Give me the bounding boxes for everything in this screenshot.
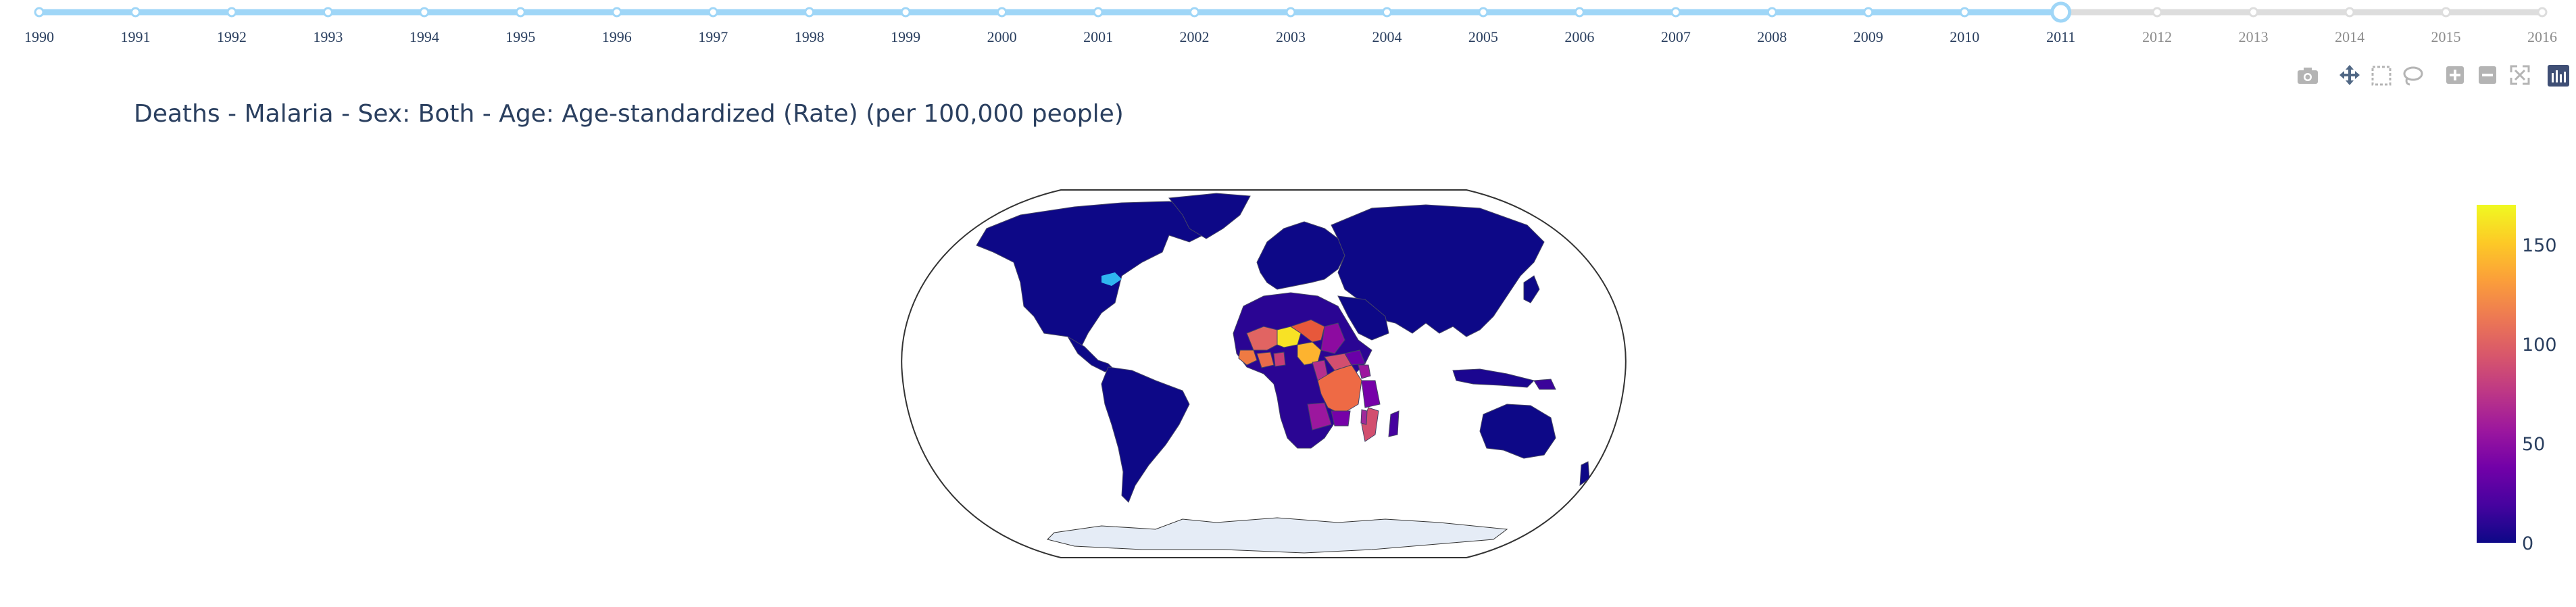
region-chad[interactable]	[1320, 322, 1345, 354]
slider-step-1998[interactable]	[804, 7, 815, 18]
slider-tick-label[interactable]: 1998	[795, 28, 824, 45]
plotly-logo-icon[interactable]	[2548, 65, 2569, 87]
region-tanzania[interactable]	[1361, 380, 1381, 408]
region-guinea[interactable]	[1238, 349, 1258, 366]
region-japan[interactable]	[1523, 275, 1540, 304]
great-lakes	[1101, 272, 1122, 286]
box-select-icon[interactable]	[2371, 66, 2392, 86]
slider-step-2012[interactable]	[2152, 7, 2162, 18]
region-indonesia[interactable]	[1452, 368, 1535, 388]
slider-tick-label[interactable]: 1999	[891, 28, 920, 45]
slider-tick-label[interactable]: 1994	[410, 28, 439, 45]
slider-tick-label[interactable]: 2007	[1661, 28, 1691, 45]
region-madagascar[interactable]	[1388, 410, 1400, 437]
region-zambia[interactable]	[1331, 410, 1351, 427]
year-slider[interactable]: 1990 1991 1992 1993 1994 1995 1996 1997 1998 1999…	[0, 0, 2576, 54]
region-new-zealand[interactable]	[1579, 461, 1590, 487]
chart-title: Deaths - Malaria - Sex: Both - Age: Age-…	[134, 100, 1124, 128]
slider-step-2005[interactable]	[1478, 7, 1489, 18]
colorbar-tick-label: 100	[2522, 335, 2557, 356]
slider-tick-label[interactable]: 2010	[1950, 28, 1979, 45]
slider-tick-label[interactable]: 2004	[1372, 28, 1402, 45]
slider-tick-label[interactable]: 1995	[505, 28, 535, 45]
slider-tick-label[interactable]: 2001	[1083, 28, 1113, 45]
slider-tick-label[interactable]: 2003	[1276, 28, 1306, 45]
slider-tick-label[interactable]: 2015	[2431, 28, 2461, 45]
slider-step-2004[interactable]	[1381, 7, 1392, 18]
slider-tick-label[interactable]: 1993	[313, 28, 343, 45]
colorbar: 0 50 100 150	[2477, 205, 2557, 553]
slider-step-1996[interactable]	[612, 7, 622, 18]
slider-step-2001[interactable]	[1093, 7, 1104, 18]
choropleth-map[interactable]	[899, 188, 1629, 560]
camera-icon[interactable]	[2298, 68, 2318, 84]
region-europe[interactable]	[1256, 221, 1345, 290]
slider-tick-label[interactable]: 2002	[1180, 28, 1210, 45]
colorbar-tick-label: 0	[2522, 533, 2533, 553]
slider-step-1992[interactable]	[226, 7, 237, 18]
slider-tick-label[interactable]: 2006	[1564, 28, 1594, 45]
region-south-sudan[interactable]	[1344, 349, 1366, 366]
colorbar-gradient	[2477, 205, 2516, 543]
slider-step-2014[interactable]	[2344, 7, 2355, 18]
slider-tick-label[interactable]: 2014	[2335, 28, 2364, 45]
region-south-america[interactable]	[1101, 366, 1190, 503]
slider-step-2000[interactable]	[997, 7, 1008, 18]
slider-tick-label[interactable]: 2009	[1854, 28, 1883, 45]
slider-step-2009[interactable]	[1863, 7, 1874, 18]
slider-tick-label[interactable]: 2012	[2142, 28, 2172, 45]
slider-step-1990[interactable]	[34, 7, 45, 18]
pan-icon[interactable]	[2339, 65, 2360, 85]
region-niger[interactable]	[1289, 319, 1325, 343]
lasso-icon[interactable]	[2403, 66, 2423, 86]
autoscale-icon[interactable]	[2510, 65, 2530, 85]
colorbar-tick-label: 150	[2522, 235, 2557, 256]
slider-tick-label[interactable]: 1996	[602, 28, 632, 45]
slider-step-1993[interactable]	[322, 7, 333, 18]
slider-tick-label[interactable]: 1990	[24, 28, 54, 45]
zoom-out-icon[interactable]	[2479, 66, 2496, 84]
slider-tick-label[interactable]: 1991	[120, 28, 150, 45]
slider-tick-label[interactable]: 2000	[987, 28, 1017, 45]
modebar	[2298, 65, 2569, 87]
slider-step-2008[interactable]	[1766, 7, 1777, 18]
region-uganda[interactable]	[1358, 364, 1371, 379]
slider-tick-label[interactable]: 2013	[2239, 28, 2269, 45]
slider-step-2010[interactable]	[1959, 7, 1970, 18]
zoom-in-icon[interactable]	[2446, 66, 2464, 84]
slider-tick-label[interactable]: 1992	[217, 28, 247, 45]
slider-step-2013[interactable]	[2248, 7, 2259, 18]
slider-tick-label[interactable]: 2005	[1468, 28, 1498, 45]
slider-tick-label[interactable]: 2008	[1757, 28, 1787, 45]
region-malawi[interactable]	[1360, 409, 1368, 425]
slider-step-2003[interactable]	[1285, 7, 1296, 18]
slider-tick-label[interactable]: 2016	[2527, 28, 2557, 45]
region-north-america[interactable]	[976, 201, 1217, 347]
region-antarctica	[1047, 517, 1508, 554]
region-australia[interactable]	[1479, 404, 1556, 459]
region-greenland[interactable]	[1168, 193, 1251, 239]
slider-step-2015[interactable]	[2441, 7, 2452, 18]
region-angola[interactable]	[1307, 402, 1332, 431]
region-ghana[interactable]	[1273, 351, 1286, 367]
slider-step-1994[interactable]	[419, 7, 430, 18]
slider-tick-label[interactable]: 1997	[698, 28, 728, 45]
slider-handle[interactable]	[2050, 1, 2072, 23]
slider-step-1999[interactable]	[900, 7, 911, 18]
region-cote-divoire[interactable]	[1256, 351, 1274, 368]
region-papua-new-guinea[interactable]	[1533, 379, 1556, 390]
slider-step-1995[interactable]	[515, 7, 526, 18]
slider-tick-label[interactable]: 2011	[2046, 28, 2075, 45]
region-middle-east[interactable]	[1337, 295, 1389, 341]
slider-step-2002[interactable]	[1189, 7, 1200, 18]
slider-step-1991[interactable]	[130, 7, 141, 18]
slider-step-2016[interactable]	[2537, 7, 2548, 18]
region-drc[interactable]	[1317, 364, 1362, 415]
region-asia[interactable]	[1331, 204, 1545, 337]
slider-step-1997[interactable]	[708, 7, 718, 18]
colorbar-tick-label: 50	[2522, 434, 2545, 455]
slider-step-2006[interactable]	[1574, 7, 1585, 18]
slider-step-2007[interactable]	[1670, 7, 1681, 18]
